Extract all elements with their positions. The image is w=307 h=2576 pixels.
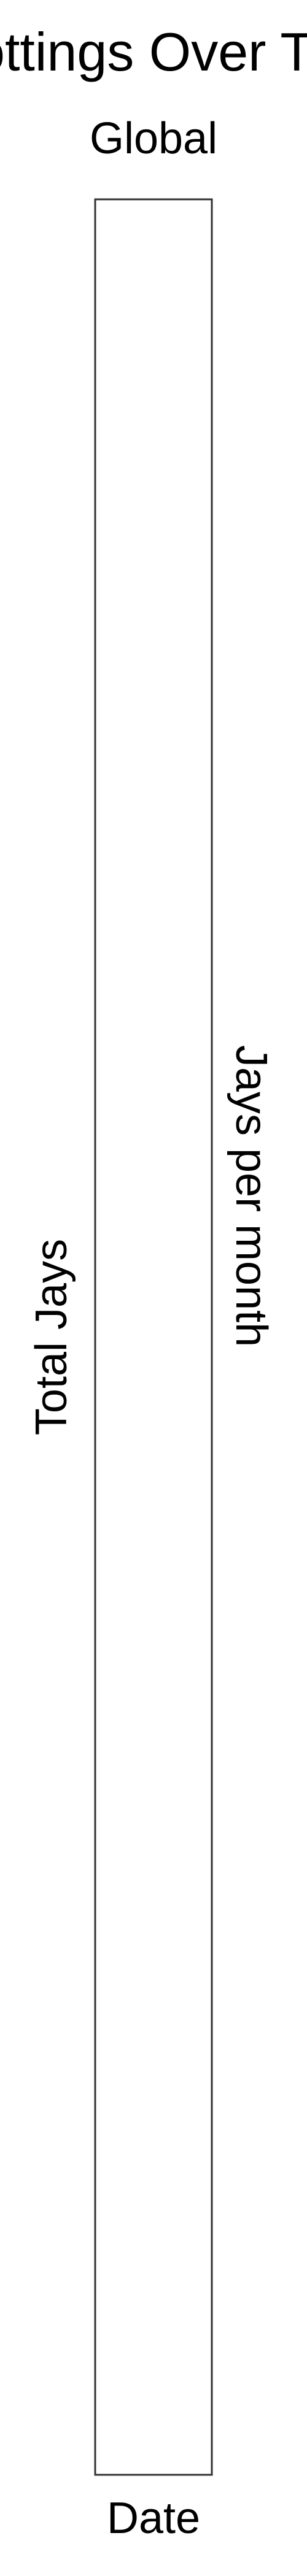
y-axis-label: Total Jays	[27, 1239, 76, 1435]
chart-subtitle: Global	[90, 114, 217, 163]
x-axis-label: Date	[107, 2494, 200, 2543]
y2-axis-label: Jays per month	[227, 1045, 276, 1347]
plot-area	[94, 198, 213, 2476]
chart-title: Spottings Over Time	[0, 21, 307, 82]
